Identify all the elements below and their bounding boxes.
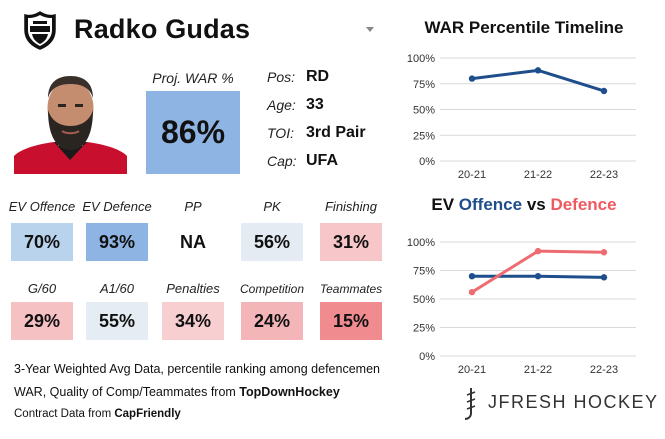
footnote-contract-prefix: Contract Data from — [14, 408, 115, 420]
stat-label-penalties: Penalties — [166, 281, 220, 296]
y-tick-label: 100% — [407, 53, 435, 65]
x-tick-label: 22-23 — [590, 364, 618, 376]
x-tick-label: 21-22 — [524, 364, 552, 376]
footnote-source-capfriendly[interactable]: CapFriendly — [114, 408, 181, 420]
data-point — [600, 249, 608, 256]
chart2-title-ev: EV — [431, 195, 459, 214]
x-tick-label: 20-21 — [458, 364, 486, 376]
stat-label-teammates: Teammates — [319, 282, 383, 296]
y-tick-label: 0% — [419, 156, 435, 168]
data-point — [468, 273, 476, 280]
stat-label-pk: PK — [263, 199, 281, 214]
player-name: Radko Gudas — [74, 14, 251, 44]
footnote-source-topdownhockey[interactable]: TopDownHockey — [239, 385, 340, 399]
stat-box-competition: 24% — [241, 302, 303, 340]
war-label: Proj. WAR % — [152, 70, 234, 86]
data-point — [534, 67, 542, 74]
y-tick-label: 50% — [413, 105, 435, 117]
stat-label-pp: PP — [184, 199, 202, 214]
stat-box-penalties: 34% — [162, 302, 224, 340]
x-tick-label: 22-23 — [590, 169, 618, 181]
stat-label-finishing: Finishing — [324, 199, 378, 214]
chart2-title: EV Offence vs Defence — [400, 195, 648, 215]
y-tick-label: 75% — [413, 266, 435, 278]
stat-label-g60: G/60 — [27, 281, 57, 296]
chart2-ev-offence-defence: 0% 25% 50% 75% 100% 20-21 21-22 22-23 — [407, 237, 636, 376]
data-point — [534, 273, 542, 280]
series-line — [471, 249, 605, 294]
player-headshot — [14, 68, 127, 174]
data-point — [468, 288, 476, 296]
footnote-sources-prefix: WAR, Quality of Comp/Teammates from — [14, 385, 240, 399]
chart2-title-vs: vs — [522, 195, 551, 214]
info-label-cap: Cap: — [267, 153, 297, 169]
info-value-age: 33 — [306, 96, 324, 113]
footnote-method: 3-Year Weighted Avg Data, percentile ran… — [14, 362, 380, 376]
footnote-contract: Contract Data from CapFriendly — [14, 408, 181, 420]
data-point — [600, 87, 608, 95]
stat-box-teammates: 15% — [320, 302, 382, 340]
chart2-title-defence: Defence — [550, 195, 617, 214]
stat-box-a160: 55% — [86, 302, 148, 340]
stat-box-pp: NA — [162, 223, 224, 261]
stat-box-pk: 56% — [241, 223, 303, 261]
data-point — [600, 274, 608, 281]
footnote-sources: WAR, Quality of Comp/Teammates from TopD… — [14, 385, 340, 399]
chart2-title-offence: Offence — [458, 195, 523, 214]
info-label-pos: Pos: — [267, 69, 296, 85]
caret-down-icon[interactable] — [366, 27, 374, 32]
x-tick-label: 20-21 — [458, 169, 486, 181]
stat-label-a160: A1/60 — [100, 281, 134, 296]
stat-label-competition: Competition — [239, 282, 305, 296]
x-tick-label: 21-22 — [524, 169, 552, 181]
y-tick-label: 100% — [407, 237, 435, 249]
data-point — [534, 247, 542, 255]
y-tick-label: 50% — [413, 294, 435, 306]
stat-label-ev-defence: EV Defence — [82, 199, 152, 214]
y-tick-label: 25% — [413, 323, 435, 335]
y-tick-label: 0% — [419, 351, 435, 363]
data-point — [468, 75, 476, 82]
info-label-age: Age: — [267, 97, 296, 113]
y-tick-label: 25% — [413, 130, 435, 142]
stat-label-ev-offence: EV Offence — [8, 199, 76, 214]
stat-box-g60: 29% — [11, 302, 73, 340]
info-value-toi: 3rd Pair — [306, 124, 366, 141]
info-label-toi: TOI: — [267, 125, 294, 141]
nhl-shield-icon — [24, 11, 56, 50]
stat-box-ev-offence: 70% — [11, 223, 73, 261]
stat-box-finishing: 31% — [320, 223, 382, 261]
y-tick-label: 75% — [413, 79, 435, 91]
war-value: 86% — [146, 91, 240, 174]
stick-icon — [464, 388, 476, 420]
info-value-pos: RD — [306, 68, 330, 85]
stat-box-ev-defence: 93% — [86, 223, 148, 261]
info-value-cap: UFA — [306, 152, 338, 169]
chart1-war-timeline: 0% 25% 50% 75% 100% 20-21 21-22 22-23 — [407, 53, 636, 181]
chart1-title: WAR Percentile Timeline — [424, 18, 624, 37]
brand-name: JFRESH HOCKEY — [488, 392, 659, 412]
